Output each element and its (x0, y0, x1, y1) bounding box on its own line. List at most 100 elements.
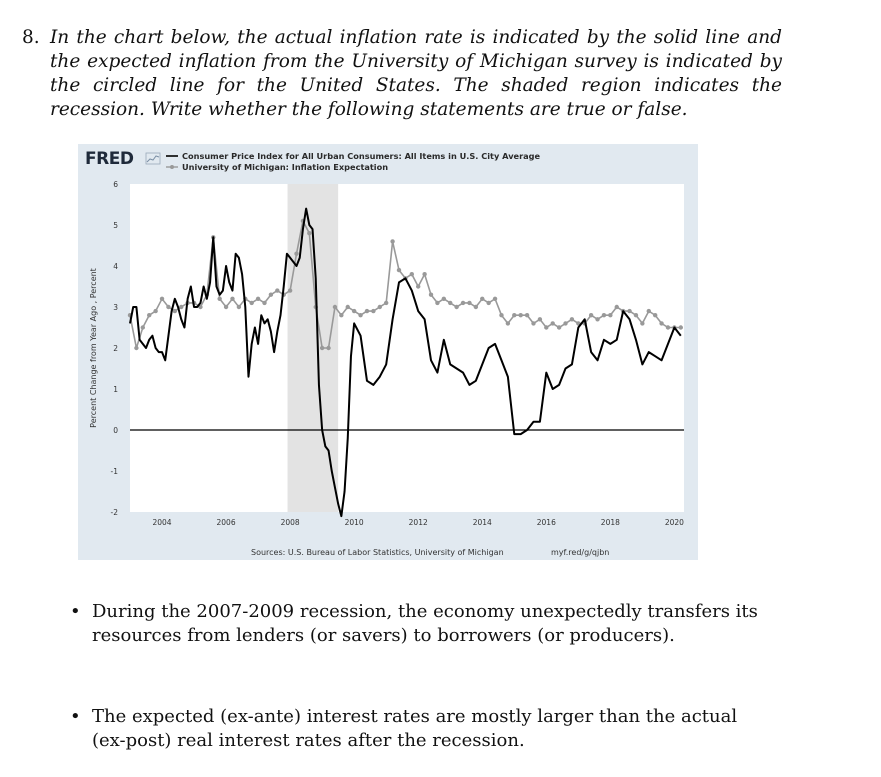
expected-point (460, 300, 466, 306)
expected-point (665, 325, 671, 330)
expected-point (345, 304, 350, 310)
expected-point (396, 267, 402, 273)
expected-point (339, 313, 344, 318)
expected-point (287, 288, 293, 293)
expected-point (383, 300, 389, 306)
source-note: Sources: U.S. Bureau of Labor Statistics… (251, 548, 504, 557)
expected-point (140, 325, 146, 330)
series-layer (127, 207, 683, 518)
expected-point (537, 317, 543, 322)
x-tick-label: 2008 (281, 518, 300, 527)
y-tick-label: 2 (113, 344, 118, 353)
x-tick-label: 2016 (537, 518, 556, 527)
statement-item: • The expected (ex-ante) interest rates … (70, 705, 770, 753)
series-line-actual (129, 207, 682, 518)
expected-point (172, 308, 178, 314)
expected-point (236, 304, 242, 310)
expected-point (633, 313, 639, 318)
expected-point (480, 296, 485, 301)
expected-point (550, 321, 555, 326)
expected-point (614, 304, 619, 310)
expected-point (262, 300, 267, 306)
expected-point (230, 296, 235, 301)
expected-point (307, 231, 312, 236)
expected-point (358, 313, 363, 318)
chart-url: myf.red/g/qjbn (551, 548, 609, 557)
y-tick-label: 0 (113, 426, 118, 435)
expected-point (422, 272, 427, 277)
expected-point (486, 300, 491, 306)
statement-text: The expected (ex-ante) interest rates ar… (92, 706, 738, 751)
expected-point (166, 304, 171, 310)
expected-point (569, 317, 575, 322)
legend-label-expected: University of Michigan: Inflation Expect… (182, 162, 388, 172)
fred-chart: 6 5 4 3 2 1 0 -1 -2 2004 2006 2008 2010 2012 2014 2016… (78, 144, 698, 560)
question: 8. In the chart below, the actual inflat… (22, 26, 782, 122)
expected-point (588, 313, 594, 318)
expected-point (377, 304, 382, 310)
expected-point (351, 308, 357, 314)
expected-point (531, 321, 536, 326)
expected-point (223, 304, 229, 310)
expected-point (217, 296, 222, 301)
expected-point (179, 304, 184, 310)
expected-point (467, 300, 472, 306)
x-tick-label: 2004 (152, 518, 171, 527)
y-tick-label: 6 (113, 180, 118, 189)
expected-point (268, 292, 274, 297)
x-tick-label: 2012 (409, 518, 428, 527)
expected-point (332, 304, 338, 310)
y-tick-label: 4 (113, 262, 118, 271)
expected-point (473, 304, 479, 310)
expected-point (659, 321, 664, 326)
x-tick-label: 2018 (601, 518, 620, 527)
x-tick-label: 2020 (665, 518, 684, 527)
expected-point (627, 308, 632, 314)
statement-text: During the 2007-2009 recession, the econ… (92, 601, 758, 646)
expected-point (416, 284, 421, 289)
y-tick-label: -2 (111, 508, 119, 517)
y-axis-label: Percent Change from Year Ago , Percent (89, 268, 98, 428)
y-tick-label: -1 (111, 467, 119, 476)
expected-point (640, 321, 645, 326)
y-tick-label: 5 (113, 221, 118, 230)
question-text: In the chart below, the actual inflation… (50, 27, 782, 120)
y-tick-label: 1 (113, 385, 118, 394)
expected-point (428, 292, 434, 297)
expected-point (678, 325, 683, 330)
x-tick-label: 2010 (345, 518, 364, 527)
expected-point (601, 313, 607, 318)
bullet-symbol: • (70, 706, 81, 727)
expected-point (326, 345, 331, 351)
expected-point (147, 313, 152, 318)
expected-point (409, 272, 415, 277)
bullet-symbol: • (70, 601, 81, 622)
expected-point (608, 313, 613, 318)
y-axis-ticks: 6 5 4 3 2 1 0 -1 -2 (111, 180, 119, 517)
expected-point (255, 296, 261, 301)
question-number: 8. (22, 27, 40, 48)
expected-point (153, 308, 158, 314)
y-tick-label: 3 (113, 303, 118, 312)
expected-point (544, 325, 549, 330)
expected-point (646, 308, 651, 314)
chart-svg: 6 5 4 3 2 1 0 -1 -2 2004 2006 2008 2010 2012 2014 2016… (85, 149, 684, 557)
expected-point (249, 300, 254, 306)
expected-point (524, 313, 530, 318)
expected-point (319, 345, 325, 351)
fred-logo: FRED (85, 149, 134, 169)
expected-point (448, 300, 453, 306)
x-tick-label: 2006 (217, 518, 236, 527)
expected-point (563, 321, 568, 326)
expected-point (512, 313, 517, 318)
statement-item: • During the 2007-2009 recession, the ec… (70, 600, 770, 648)
expected-point (492, 296, 498, 301)
x-tick-label: 2014 (473, 518, 492, 527)
expected-point (556, 325, 562, 330)
expected-point (499, 313, 504, 318)
expected-point (435, 300, 440, 306)
expected-point (364, 308, 370, 314)
expected-point (441, 296, 447, 301)
expected-point (652, 313, 658, 318)
plot-area (130, 184, 684, 512)
